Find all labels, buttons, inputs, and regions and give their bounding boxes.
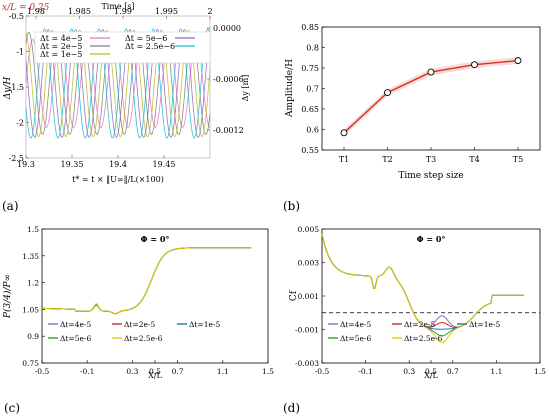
x-tick-label-b: T2	[382, 155, 392, 164]
y-tick-label-2: 0.75	[22, 359, 39, 368]
y-tick-label-b: 0.75	[301, 64, 319, 73]
panel-label-2: (c)	[4, 401, 20, 415]
legend-label-2-3: Δt=5e-6	[60, 334, 91, 343]
top-tick-label-a: 1.99	[114, 7, 132, 16]
y-tick-label-a: -1	[16, 48, 24, 57]
x-tick-label-b: T3	[426, 155, 436, 164]
y-tick-label-a: -1.5	[9, 83, 24, 92]
x-tick-label-2: 0.7	[172, 367, 184, 376]
y-tick-label-b: 0.6	[306, 126, 319, 135]
x-tick-label-2: 0.5	[149, 367, 161, 376]
x-tick-label-a: 19.45	[153, 160, 176, 169]
data-point-b	[471, 61, 478, 69]
legend-label-a-2: Δt = 1e−5	[40, 50, 82, 59]
y-tick-label-b: 0.7	[306, 85, 319, 94]
top-tick-label-a: 1.985	[68, 7, 91, 16]
panel-label-3: (d)	[283, 401, 300, 415]
y-tick-label-a: -2.5	[9, 154, 24, 163]
right-tick-label-a: -0.0012	[213, 126, 244, 135]
y-axis-label-3: Cf	[289, 290, 299, 301]
y-tick-label-3: -0.001	[295, 326, 319, 335]
legend-label-3-1: Δt=2e-5	[404, 320, 435, 329]
x-tick-label-2: -0.5	[35, 367, 50, 376]
series-line-3-4	[321, 233, 524, 344]
legend-label-2-2: Δt=1e-5	[189, 320, 220, 329]
y-tick-label-b: 0.8	[306, 44, 319, 53]
data-point-b	[427, 68, 435, 76]
series-line-a-3	[25, 28, 211, 139]
x-tick-label-3: 0.5	[425, 367, 437, 376]
x-tick-label-3: 0.7	[447, 367, 459, 376]
x-axis-label-b: Time step size	[398, 171, 463, 181]
x-tick-label-3: -0.5	[315, 367, 330, 376]
top-tick-label-a: 2	[207, 7, 212, 16]
data-point-b	[514, 57, 522, 65]
y-axis-label-a: Δy/H	[3, 77, 13, 101]
top-tick-label-a: 1.98	[27, 7, 45, 16]
legend-label-2-0: Δt=4e-5	[60, 320, 91, 329]
x-tick-label-b: T5	[513, 155, 523, 164]
y-tick-label-3: -0.003	[295, 359, 319, 368]
chart-title-3: Φ = 0°	[417, 234, 446, 244]
x-tick-label-b: T4	[469, 155, 479, 164]
y-axis-label-2: P(3/4)/P∞	[2, 274, 13, 319]
legend-label-2-4: Δt=2.5e-6	[124, 334, 163, 343]
plot-area-2	[41, 228, 269, 364]
right-tick-label-a: 0.0000	[213, 24, 241, 33]
data-point-b	[340, 129, 348, 137]
x-axis-label-a: t* = t × ‖U∞‖/L(×100)	[72, 175, 164, 184]
legend-label-a-4: Δt = 2.5e−6	[125, 42, 175, 51]
y-tick-label-b: 0.55	[301, 146, 319, 155]
x-tick-label-3: 1.5	[534, 367, 546, 376]
plot-area-b	[321, 26, 541, 151]
x-tick-label-b: T1	[339, 155, 349, 164]
x-tick-label-2: 1.1	[217, 367, 229, 376]
y-axis-label-b: Amplitude/H	[285, 59, 295, 118]
y-tick-label-2: 1.5	[27, 225, 39, 234]
legend-label-3-2: Δt=1e-5	[469, 320, 500, 329]
top-axis-label-a: Time [s]	[101, 2, 134, 11]
legend-label-3-4: Δt=2.5e-6	[404, 334, 443, 343]
x-tick-label-2: 1.5	[262, 367, 274, 376]
legend-label-2-1: Δt=2e-5	[124, 320, 155, 329]
x-tick-label-3: 1.1	[490, 367, 502, 376]
y-tick-label-2: 0.9	[27, 332, 39, 341]
panel-label-a: (a)	[2, 199, 19, 213]
y-tick-label-a: -0.5	[9, 12, 24, 21]
y-tick-label-2: 1.35	[22, 252, 39, 261]
data-point-b	[384, 89, 391, 97]
y-tick-label-3: 0.005	[298, 225, 320, 234]
annotation-a: x/L = 0.25	[2, 3, 50, 13]
right-axis-label-a: Δy [m]	[241, 75, 250, 102]
y-tick-label-3: 0.003	[298, 259, 320, 268]
panel-label-b: (b)	[283, 199, 300, 213]
y-tick-label-a: -2	[16, 119, 24, 128]
x-axis-label-2: X/L	[148, 371, 162, 380]
y-tick-label-b: 0.65	[301, 105, 319, 114]
legend-label-3-0: Δt=4e-5	[340, 320, 371, 329]
series-line-2-4	[41, 247, 252, 315]
x-tick-label-a: 19.3	[17, 160, 35, 169]
x-tick-label-a: 19.35	[61, 160, 84, 169]
legend-label-3-3: Δt=5e-6	[340, 334, 371, 343]
legend-label-a-1: Δt = 2e−5	[40, 42, 82, 51]
legend-label-a-0: Δt = 4e−5	[40, 34, 82, 43]
top-tick-label-a: 1.995	[155, 7, 178, 16]
y-tick-label-2: 1.2	[27, 279, 39, 288]
y-tick-label-2: 1.05	[22, 305, 39, 314]
right-tick-label-a: -0.0006	[213, 75, 244, 84]
y-tick-label-3: 0.001	[298, 292, 319, 301]
x-tick-label-a: 19.4	[109, 160, 127, 169]
x-tick-label-3: -0.1	[358, 367, 372, 376]
y-tick-label-b: 0.85	[301, 23, 319, 32]
legend-box-a	[34, 31, 211, 64]
x-tick-label-3: 0.3	[403, 367, 415, 376]
x-axis-label-3: X/L	[424, 371, 438, 380]
x-tick-label-2: 0.3	[126, 367, 138, 376]
series-line-a-4	[25, 28, 211, 139]
x-tick-label-2: -0.1	[80, 367, 94, 376]
legend-label-a-3: Δt = 5e−6	[125, 34, 167, 43]
chart-title-2: Φ = 0°	[141, 234, 170, 244]
